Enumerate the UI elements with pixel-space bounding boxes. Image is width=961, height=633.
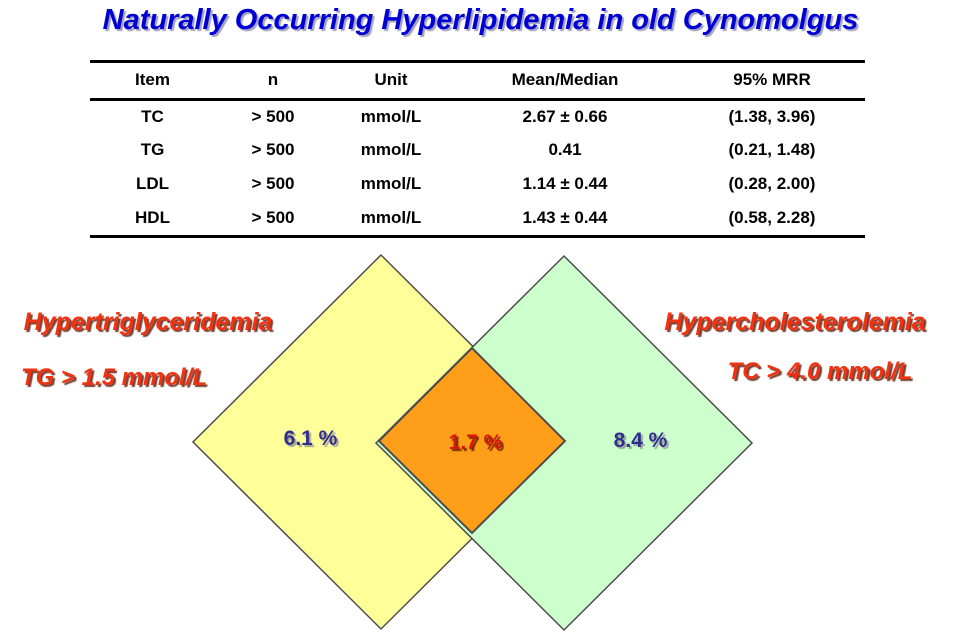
left-set-label: Hypertriglyceridemia — [23, 308, 273, 336]
cell-n: > 500 — [251, 140, 295, 159]
col-header-n: n — [215, 63, 331, 101]
cell-mean: 1.43 ± 0.44 — [522, 208, 608, 227]
right-set-label: Hypercholesterolemia — [664, 308, 926, 336]
cell-mrr: (1.38, 3.96) — [728, 106, 816, 126]
cell-n: > 500 — [251, 174, 295, 193]
left-set-percentage: 6.1 % — [283, 427, 338, 450]
right-set-percentage: 8.4 % — [613, 429, 668, 452]
col-header-unit: Unit — [331, 63, 451, 101]
cell-item: LDL — [135, 174, 170, 193]
table-row: LDL > 500 mmol/L 1.14 ± 0.44 (0.28, 2.00… — [90, 167, 865, 201]
table-row: HDL > 500 mmol/L 1.43 ± 0.44 (0.58, 2.28… — [90, 201, 865, 235]
cell-item: TG — [140, 140, 165, 159]
overlap-percentage: 1.7 % — [448, 431, 503, 454]
overlap-diamond — [377, 346, 567, 535]
cell-mean: 1.14 ± 0.44 — [522, 174, 608, 193]
cell-n: > 500 — [251, 106, 295, 126]
cell-mean: 0.41 — [548, 140, 582, 159]
cell-unit: mmol/L — [360, 208, 422, 227]
cell-item: HDL — [135, 208, 170, 227]
col-header-mean-median: Mean/Median — [451, 63, 679, 101]
cell-mean: 2.67 ± 0.66 — [522, 106, 608, 126]
cell-unit: mmol/L — [360, 174, 422, 193]
table-header-row: Item n Unit Mean/Median 95% MRR — [90, 63, 865, 101]
cell-mrr: (0.21, 1.48) — [728, 140, 816, 159]
cell-mrr: (0.58, 2.28) — [728, 208, 816, 227]
table: Item n Unit Mean/Median 95% MRR TC > 500… — [90, 63, 865, 235]
cell-item: TC — [141, 106, 164, 126]
left-set-criterion: TG > 1.5 mmol/L — [20, 364, 208, 391]
table-row: TC > 500 mmol/L 2.67 ± 0.66 (1.38, 3.96) — [90, 99, 865, 133]
page-title: Naturally Occurring Hyperlipidemia in ol… — [102, 4, 859, 36]
right-set-criterion: TC > 4.0 mmol/L — [727, 358, 913, 385]
lipid-summary-table: Item n Unit Mean/Median 95% MRR TC > 500… — [90, 60, 865, 238]
col-header-95-mrr: 95% MRR — [679, 63, 865, 101]
col-header-item: Item — [90, 63, 215, 101]
cell-unit: mmol/L — [360, 106, 422, 126]
cell-n: > 500 — [251, 208, 295, 227]
cell-mrr: (0.28, 2.00) — [728, 174, 816, 193]
cell-unit: mmol/L — [360, 140, 422, 159]
table-row: TG > 500 mmol/L 0.41 (0.21, 1.48) — [90, 133, 865, 167]
